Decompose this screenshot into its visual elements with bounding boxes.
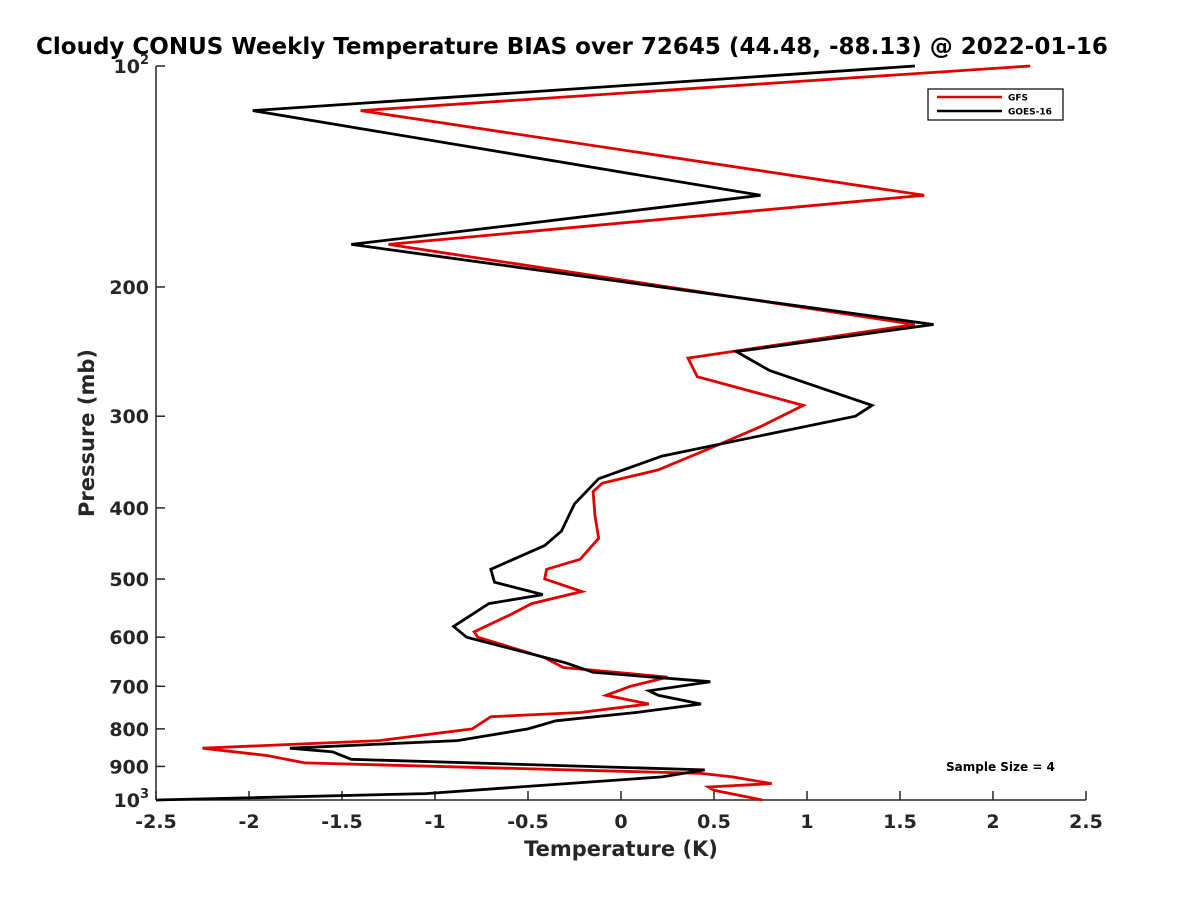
y-tick-label: 500	[109, 569, 149, 591]
x-tick-label: -2	[238, 811, 259, 833]
series-lines	[155, 64, 1031, 802]
y-tick-label: 600	[109, 627, 149, 649]
y-tick-label: 700	[109, 676, 149, 698]
x-tick-label: -0.5	[507, 811, 549, 833]
x-tick-label: 2.5	[1069, 811, 1103, 833]
y-tick-label: 800	[109, 719, 149, 741]
y-tick-label: 900	[109, 756, 149, 778]
plot-area: -2.5 -2 -1.5 -1 -0.5 0 0.5 1 1.5 2 2.5 102 200 300 40…	[109, 53, 1103, 833]
chart-title: Cloudy CONUS Weekly Temperature BIAS ove…	[36, 34, 1108, 60]
y-tick-label: 102	[114, 53, 150, 78]
x-tick-label: 0	[614, 811, 627, 833]
y-axis-ticks: 102 200 300 400 500 600 700 800 900 103	[109, 53, 165, 812]
y-tick-label: 200	[109, 277, 149, 299]
series-line-goes-16	[155, 64, 934, 802]
y-tick-label: 400	[109, 498, 149, 520]
x-tick-label: -1	[424, 811, 445, 833]
x-tick-label: 1	[800, 811, 813, 833]
x-axis-label: Temperature (K)	[524, 837, 718, 861]
y-axis-label: Pressure (mb)	[75, 349, 99, 517]
y-tick-label: 300	[109, 406, 149, 428]
legend-label: GFS	[1008, 94, 1028, 104]
x-tick-label: 1.5	[883, 811, 917, 833]
x-axis-ticks: -2.5 -2 -1.5 -1 -0.5 0 0.5 1 1.5 2 2.5	[135, 791, 1103, 833]
y-tick-label: 103	[114, 787, 150, 812]
x-tick-label: 2	[986, 811, 999, 833]
series-line-gfs	[202, 64, 1031, 802]
sample-size-annotation: Sample Size = 4	[946, 760, 1055, 774]
x-tick-label: -1.5	[321, 811, 363, 833]
legend-box	[927, 88, 1064, 121]
x-tick-label: 0.5	[697, 811, 731, 833]
x-tick-label: -2.5	[135, 811, 177, 833]
legend-label: GOES-16	[1008, 108, 1052, 118]
legend[interactable]: GFS GOES-16	[927, 88, 1064, 121]
